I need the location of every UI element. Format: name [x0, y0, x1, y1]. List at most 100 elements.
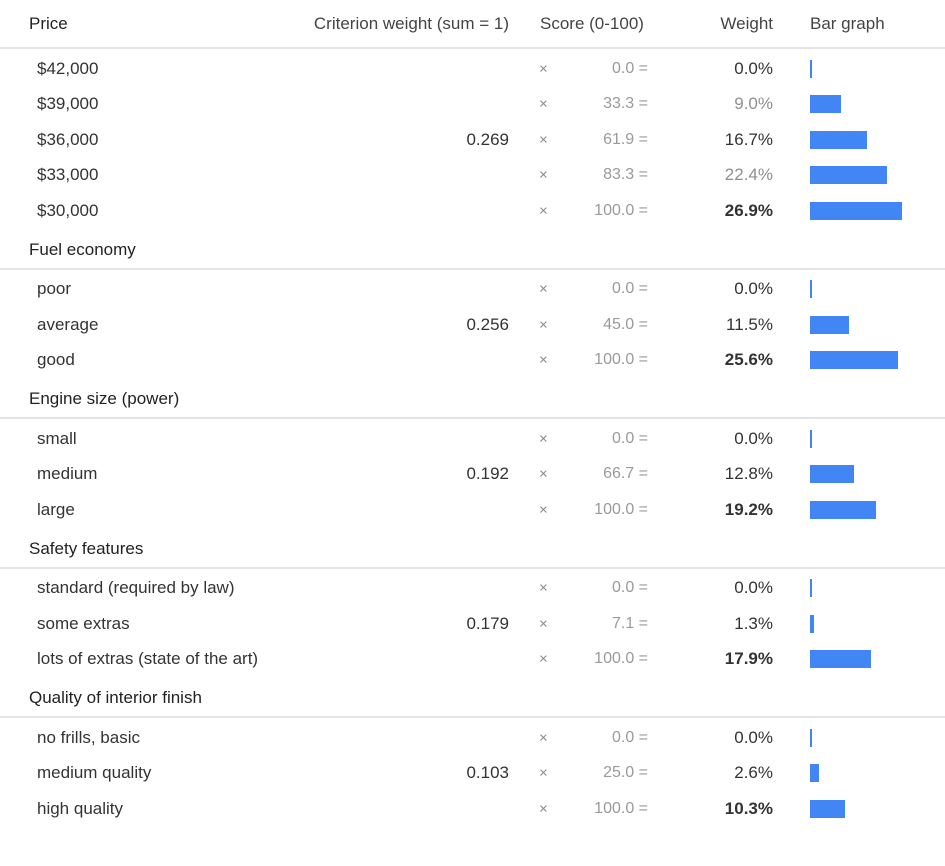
level-row: poor × 0.0 = 0.0%	[0, 272, 945, 308]
level-row: $30,000 × 100.0 = 26.9%	[0, 193, 945, 229]
criterion-name: Engine size (power)	[29, 389, 180, 408]
criterion-weight-value: 0.256	[466, 314, 509, 334]
criterion-header-row: Quality of interior finish	[0, 680, 945, 718]
level-row: $33,000 × 83.3 = 22.4%	[0, 158, 945, 194]
score-value: 0.0 =	[611, 280, 648, 298]
weight-value: 1.3%	[734, 613, 773, 633]
multiply-sign: ×	[539, 430, 548, 448]
criterion-header-row: Engine size (power)	[0, 381, 945, 419]
weight-value: 22.4%	[724, 165, 773, 185]
weight-value: 0.0%	[734, 279, 773, 299]
level-row: medium 0.192 × 66.7 = 12.8%	[0, 457, 945, 493]
weights-table: Price Criterion weight (sum = 1) Score (0-…	[0, 0, 945, 827]
weight-value: 26.9%	[724, 200, 773, 220]
level-label: $36,000	[37, 129, 99, 149]
level-label: some extras	[37, 613, 130, 633]
weight-value: 16.7%	[724, 129, 773, 149]
multiply-sign: ×	[539, 465, 548, 483]
level-row: medium quality 0.103 × 25.0 = 2.6%	[0, 756, 945, 792]
score-value: 25.0 =	[603, 764, 648, 782]
weight-bar	[810, 500, 876, 519]
criterion-weight-value: 0.179	[466, 613, 509, 633]
criterion-weight-value: 0.103	[466, 763, 509, 783]
multiply-sign: ×	[539, 60, 548, 78]
multiply-sign: ×	[539, 729, 548, 747]
criterion-name: Fuel economy	[29, 239, 136, 259]
column-header-weight: Weight	[720, 13, 773, 33]
criterion-name: Safety features	[29, 538, 144, 558]
weight-bar	[810, 166, 887, 185]
multiply-sign: ×	[539, 764, 548, 782]
multiply-sign: ×	[539, 501, 548, 519]
multiply-sign: ×	[539, 650, 548, 668]
weight-value: 17.9%	[724, 649, 773, 669]
multiply-sign: ×	[539, 800, 548, 818]
weight-bar	[810, 59, 812, 78]
level-label: high quality	[37, 798, 124, 818]
level-row: $39,000 × 33.3 = 9.0%	[0, 87, 945, 123]
weight-bar	[810, 315, 850, 334]
weight-value: 9.0%	[734, 94, 773, 114]
multiply-sign: ×	[539, 95, 548, 113]
level-label: good	[37, 350, 75, 370]
level-label: medium	[37, 464, 98, 484]
criterion-header-row: Fuel economy	[0, 232, 945, 270]
weight-value: 0.0%	[734, 578, 773, 598]
score-value: 83.3 =	[603, 166, 648, 184]
multiply-sign: ×	[539, 280, 548, 298]
column-header-criterion-weight: Criterion weight (sum = 1)	[313, 13, 509, 33]
score-value: 45.0 =	[603, 315, 648, 333]
column-header-score: Score (0-100)	[540, 13, 644, 33]
weight-value: 19.2%	[724, 499, 773, 519]
level-row: standard (required by law) × 0.0 = 0.0%	[0, 571, 945, 607]
level-label: standard (required by law)	[37, 578, 235, 598]
criterion-name: Quality of interior finish	[29, 688, 202, 707]
level-row: small × 0.0 = 0.0%	[0, 421, 945, 457]
level-label: small	[37, 428, 77, 448]
score-value: 100.0 =	[594, 650, 648, 668]
level-label: lots of extras (state of the art)	[37, 649, 259, 669]
level-label: $39,000	[37, 94, 99, 114]
weight-value: 2.6%	[734, 763, 773, 783]
weight-value: 12.8%	[724, 464, 773, 484]
score-value: 61.9 =	[603, 130, 648, 148]
criterion-name: Price	[29, 13, 68, 33]
score-value: 0.0 =	[611, 429, 648, 447]
weight-bar	[810, 429, 812, 448]
level-row: large × 100.0 = 19.2%	[0, 492, 945, 528]
level-row: lots of extras (state of the art) × 100.0 …	[0, 642, 945, 678]
score-value: 100.0 =	[594, 500, 648, 518]
weight-value: 11.5%	[726, 314, 773, 334]
level-label: large	[37, 499, 75, 519]
weight-value: 0.0%	[734, 727, 773, 747]
weight-bar	[810, 614, 815, 633]
multiply-sign: ×	[539, 579, 548, 597]
level-label: no frills, basic	[37, 727, 140, 747]
level-row: $42,000 × 0.0 = 0.0%	[0, 51, 945, 87]
level-label: $42,000	[37, 58, 99, 78]
weight-value: 0.0%	[734, 58, 773, 78]
score-value: 33.3 =	[603, 95, 648, 113]
level-row: high quality × 100.0 = 10.3%	[0, 791, 945, 827]
multiply-sign: ×	[539, 202, 548, 220]
weight-bar	[810, 280, 812, 299]
weight-bar	[810, 728, 812, 747]
level-row: good × 100.0 = 25.6%	[0, 343, 945, 379]
weight-bar	[810, 201, 902, 220]
criterion-weight-value: 0.192	[466, 464, 509, 484]
score-value: 7.1 =	[611, 614, 648, 632]
criterion-header-row: Safety features	[0, 531, 945, 569]
level-label: medium quality	[37, 763, 152, 783]
score-value: 66.7 =	[603, 465, 648, 483]
column-header-bar-graph: Bar graph	[810, 13, 885, 33]
weight-bar	[810, 579, 812, 598]
score-value: 100.0 =	[594, 799, 648, 817]
weight-bar	[810, 130, 868, 149]
weight-bar	[810, 650, 872, 669]
multiply-sign: ×	[539, 615, 548, 633]
level-row: some extras 0.179 × 7.1 = 1.3%	[0, 606, 945, 642]
criterion-header-row: Price Criterion weight (sum = 1) Score (0-…	[0, 0, 945, 49]
multiply-sign: ×	[539, 131, 548, 149]
level-label: poor	[37, 279, 72, 299]
level-label: average	[37, 314, 99, 334]
